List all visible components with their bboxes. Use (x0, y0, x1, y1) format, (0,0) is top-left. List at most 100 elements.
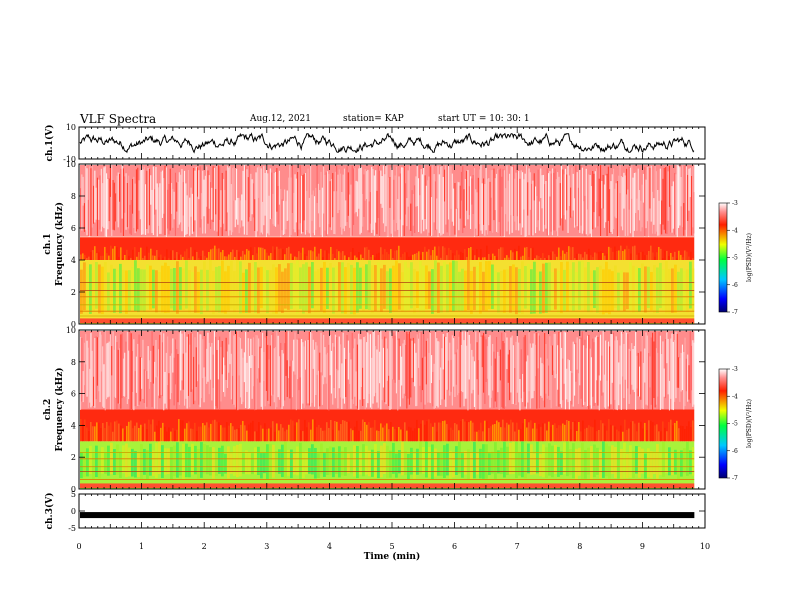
ch1-spectrogram-mid-streak (172, 250, 174, 260)
ch1-spectrogram-low-streak (383, 264, 386, 309)
ch1-spectrogram-mid-streak (396, 250, 398, 260)
ch1-spectrogram-mid-streak (148, 252, 150, 260)
ch2-spectrogram-streak (82, 371, 84, 403)
ch2-spectrogram-mid-streak (652, 422, 654, 442)
ch1-spectrogram-streak (203, 179, 205, 217)
ch1-spectrogram-mid-streak (644, 255, 646, 260)
ch2-spectrogram-ylabel: Frequency (kHz) (54, 367, 65, 451)
ch1-spectrogram-low-streak (566, 261, 569, 312)
ch1-spectrogram-mid-streak (648, 250, 650, 260)
ch2-spectrogram-streak (551, 345, 553, 375)
ch2-spectrogram-streak (186, 336, 188, 409)
ch1-spectrogram-mid-streak (114, 246, 116, 260)
ch1-spectrogram-streak (632, 177, 634, 237)
date-label: Aug.12, 2021 (250, 114, 311, 124)
ch1-spectrogram-streak (581, 167, 583, 234)
ch2-spectrogram-mid-streak (632, 421, 634, 442)
ch1-spectrogram-mid-streak (480, 249, 482, 260)
ch1-spectrogram-mid-streak (674, 251, 676, 260)
ch1-spectrogram-mid-streak (330, 246, 332, 260)
ch2-spectrogram-mid-streak (634, 423, 636, 442)
x-tick-label: 9 (640, 542, 645, 551)
ch2-spectrogram-mid-streak (492, 424, 494, 442)
ch1-spectrogram-low-streak (278, 264, 281, 312)
ch2-spectrogram-streak (171, 353, 173, 394)
ch1-spectrogram-mid-streak (338, 251, 340, 260)
ch1-spectrogram-streak (589, 175, 591, 234)
ch1-spectrogram-mid-streak (538, 255, 540, 260)
ch1-spectrogram-low-streak (209, 260, 212, 311)
ch2-spectrogram-mid-streak (596, 431, 598, 442)
ch2-spectrogram-streak (563, 331, 565, 384)
ch2-spectrogram-low-streak (152, 450, 155, 476)
ch2-spectrogram-low-streak (578, 447, 581, 476)
ch1-spectrogram-streak (467, 170, 469, 220)
ch2-spectrogram-mid-streak (554, 423, 556, 442)
ch2-spectrogram-streak (379, 351, 381, 384)
ch2-spectrogram-streak (250, 338, 252, 369)
ch2-spectrogram-streak (645, 332, 647, 405)
ch1-spectrogram-mid-streak (562, 250, 564, 260)
ch2-spectrogram-streak (317, 370, 319, 410)
ch1-spectrogram-streak (111, 165, 113, 236)
ch2-spectrogram-streak (499, 349, 501, 381)
ch2-spectrogram-streak (408, 331, 410, 405)
ch2-spectrogram-mid-streak (126, 425, 128, 442)
ch2-spectrogram-low-streak (524, 453, 527, 479)
ch2-spectrogram-streak (367, 332, 369, 404)
ch1-spectrogram-streak (347, 172, 349, 216)
ch2-spectrogram-low-streak (182, 443, 185, 480)
ch2-spectrogram-mid-streak (96, 422, 98, 442)
ch1-spectrogram-streak (135, 169, 137, 232)
ch1-spectrogram-low-streak (221, 260, 224, 313)
ch2-spectrogram-streak (277, 335, 279, 398)
ch1-spectrogram-low-streak (134, 260, 137, 312)
ch2-spectrogram-low-streak (356, 446, 359, 479)
ch1-spectrogram-streak (90, 168, 92, 236)
ch2-spectrogram-mid-streak (270, 427, 272, 442)
ch1-spectrogram-streak (320, 171, 322, 236)
ch2-spectrogram-low-streak (557, 446, 560, 477)
ch1-spectrogram-streak (213, 167, 215, 231)
ch1-spectrogram-low-streak (104, 261, 107, 311)
ch2-spectrogram-mid-streak (356, 420, 358, 442)
ch1-spectrogram-streak (104, 166, 106, 237)
ch2-spectrogram-mid-streak (444, 420, 446, 442)
ch1-spectrogram-streak (267, 173, 269, 234)
ch1-spectrogram-low-streak (290, 262, 293, 309)
ch2-spectrogram-streak (272, 332, 274, 395)
ch2-spectrogram-mid-streak (282, 427, 284, 442)
ch2-spectrogram-low-streak (380, 445, 383, 478)
ch1-spectrogram-streak (156, 183, 158, 237)
ch2-spectrogram-low-streak (83, 453, 86, 477)
ch2-spectrogram-streak (655, 348, 657, 405)
ch1-spectrogram-streak (436, 198, 438, 230)
ch1-spectrogram-mid-streak (566, 252, 568, 260)
ch1-spectrogram-streak (355, 180, 357, 213)
ch1-spectrogram-streak (468, 186, 470, 216)
ch1-spectrogram-streak (208, 175, 210, 209)
ch2-spectrogram-streak (601, 355, 603, 396)
ch1-spectrogram-streak (455, 208, 457, 237)
ch2-spectrogram-streak (271, 335, 273, 396)
ch1-spectrogram-low-streak (524, 266, 527, 309)
ch1-spectrogram-mid-streak (502, 247, 504, 260)
ch2-spectrogram-low-streak (212, 447, 215, 479)
ch1-spectrogram-streak (462, 166, 464, 234)
ch1-spectrogram-streak (223, 178, 225, 224)
ch1-spectrogram-streak (457, 181, 459, 209)
ch1-spectrogram-streak (219, 166, 221, 220)
ch1-spectrogram-mid-streak (196, 251, 198, 260)
ch1-spectrogram-low-streak (536, 272, 539, 312)
ch1-spectrogram-mid-streak (600, 251, 602, 260)
ch1-spectrogram-streak (580, 166, 582, 226)
ch2-spectrogram-mid-streak (688, 421, 690, 442)
ch1-spectrogram-mid-streak (442, 246, 444, 260)
ch2-spectrogram-mid-streak (568, 420, 570, 442)
ch2-spectrogram-mid-streak (528, 422, 530, 442)
ch1-spectrogram-streak (628, 166, 630, 210)
ch2-spectrogram-streak (104, 331, 106, 411)
ch2-spectrogram-mid-streak (408, 426, 410, 442)
ch2-spectrogram-mid-streak (400, 429, 402, 442)
ch2-spectrogram-mid-streak (644, 422, 646, 442)
